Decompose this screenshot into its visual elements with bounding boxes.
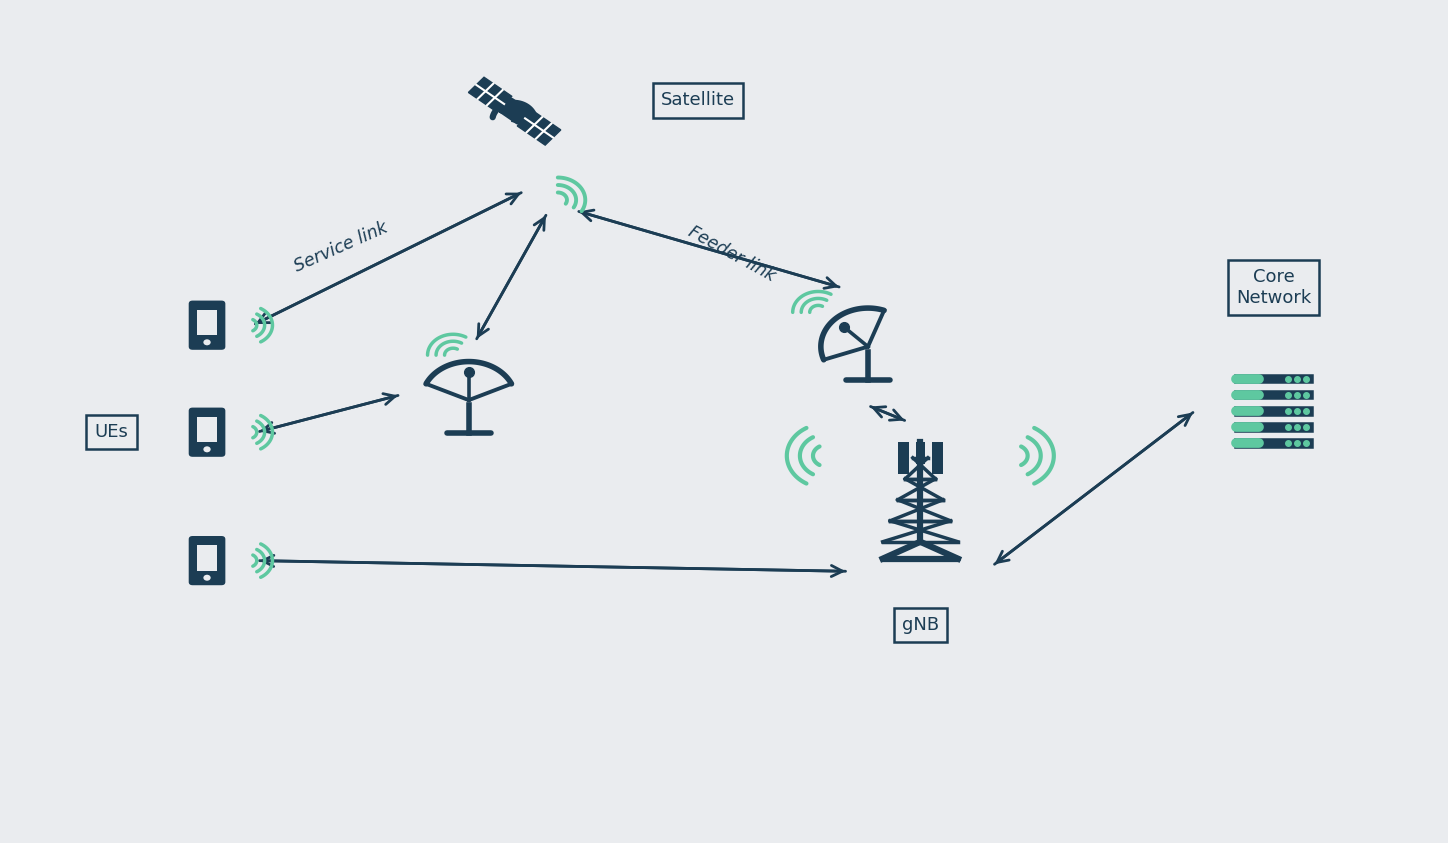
Circle shape: [203, 446, 211, 453]
Bar: [1232, 404, 1315, 417]
FancyBboxPatch shape: [188, 407, 226, 457]
Circle shape: [203, 340, 211, 346]
Polygon shape: [468, 78, 513, 111]
Text: Service link: Service link: [291, 218, 391, 276]
Text: Feeder link: Feeder link: [685, 223, 779, 285]
Text: Satellite: Satellite: [660, 92, 736, 110]
Text: gNB: gNB: [902, 616, 938, 634]
Bar: [1232, 436, 1315, 450]
Bar: [1232, 388, 1315, 401]
Polygon shape: [517, 110, 560, 145]
FancyBboxPatch shape: [188, 536, 226, 585]
FancyBboxPatch shape: [188, 301, 226, 350]
Bar: [1232, 372, 1315, 385]
Bar: [197, 545, 217, 571]
Polygon shape: [501, 101, 527, 121]
Bar: [917, 442, 925, 464]
Bar: [931, 442, 943, 474]
Text: Core
Network: Core Network: [1237, 268, 1312, 307]
Bar: [1232, 420, 1315, 434]
Bar: [197, 416, 217, 443]
Bar: [197, 309, 217, 336]
Text: UEs: UEs: [94, 423, 129, 441]
Bar: [898, 442, 909, 474]
Circle shape: [203, 575, 211, 581]
